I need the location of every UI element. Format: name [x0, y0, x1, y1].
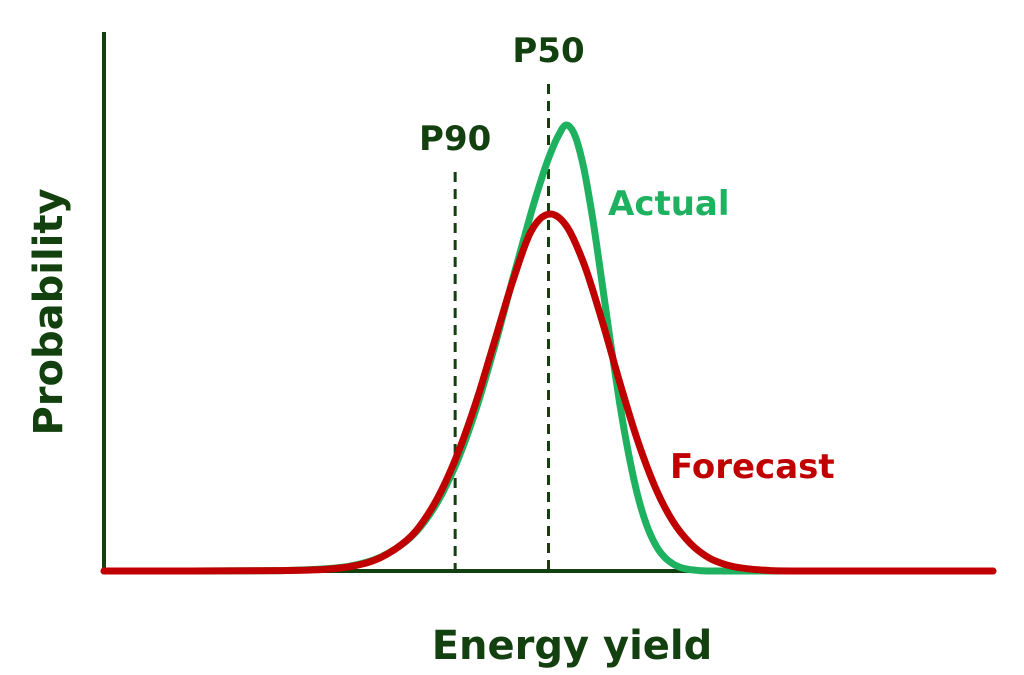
series-label-forecast: Forecast [670, 447, 835, 487]
reference-label-p50: P50 [512, 31, 584, 71]
labels-layer: Energy yield Probability [26, 188, 712, 669]
reference-lines-layer: P90 P50 [419, 31, 585, 571]
series-line-forecast [100, 210, 997, 575]
axes-layer [102, 32, 993, 573]
series-label-actual: Actual [608, 184, 730, 224]
series-layer: Actual Forecast [100, 121, 997, 575]
y-axis-label: Probability [26, 188, 72, 435]
x-axis-label: Energy yield [432, 623, 713, 669]
reference-label-p90: P90 [419, 119, 491, 159]
